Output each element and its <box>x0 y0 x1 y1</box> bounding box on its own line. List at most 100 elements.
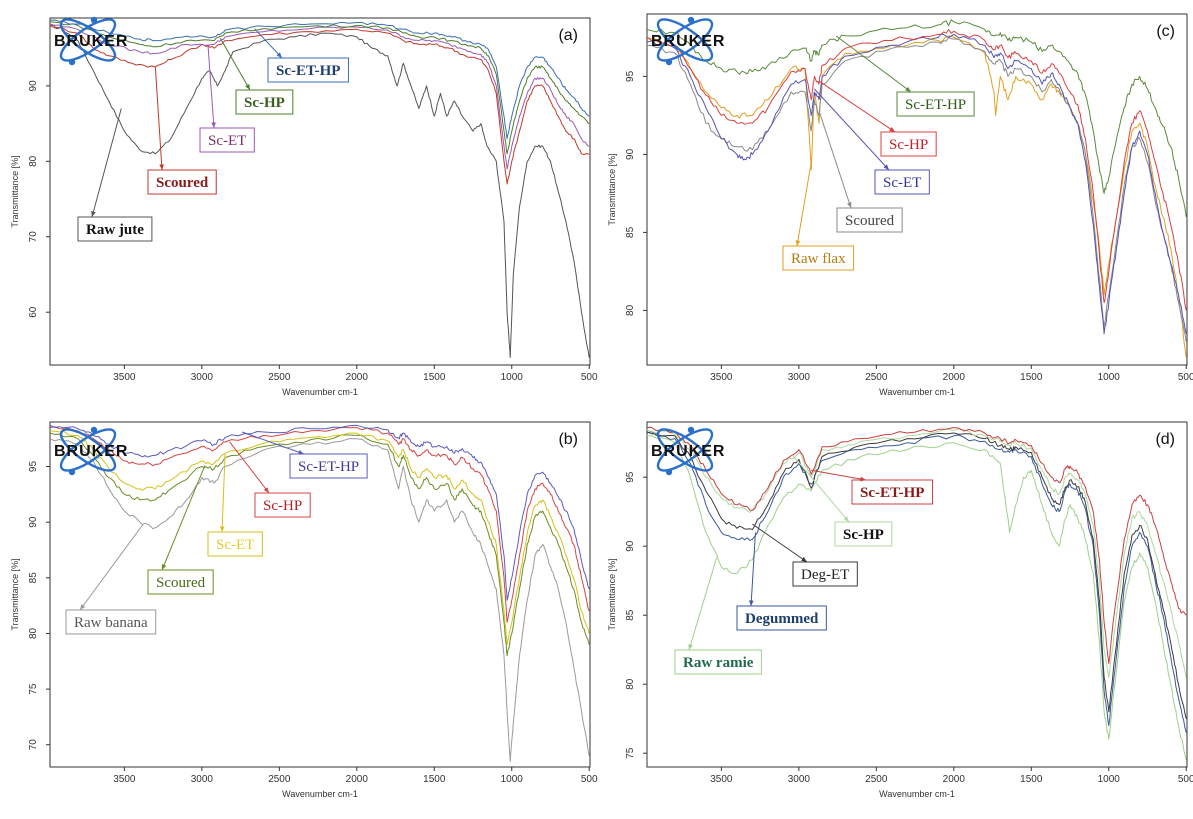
panel-label: (c) <box>1156 23 1175 40</box>
callout-arrowhead <box>159 164 164 170</box>
series-callout-label: Raw jute <box>86 222 144 238</box>
series-callout-label: Scoured <box>156 175 209 191</box>
y-tick-label: 90 <box>28 80 39 92</box>
spectrum-line-sc-et <box>647 33 1187 335</box>
callout-arrowhead <box>80 604 86 610</box>
spectrum-line-sc-hp <box>647 428 1187 678</box>
ftir-chart-d: 3500 3000 2500 2000 1500 1000 500 75 80 85 90 95 Wav… <box>607 421 1193 799</box>
x-tick-label: 500 <box>1178 774 1193 785</box>
y-tick-label: 85 <box>625 609 636 621</box>
callout-arrow-line <box>229 441 270 494</box>
callout-arrowhead <box>161 564 167 570</box>
spectrum-line-sc-hp <box>50 21 590 155</box>
spectrum-line-sc-et-hp <box>647 426 1187 664</box>
series-callout: Raw jute <box>77 108 153 242</box>
logo-dot <box>68 58 76 66</box>
bruker-logo: BRUKER <box>54 426 128 476</box>
series-callout-box <box>736 605 827 631</box>
bruker-logo-text: BRUKER <box>54 443 128 460</box>
series-callout-box <box>851 479 933 505</box>
callout-arrow-line <box>792 454 850 523</box>
series-callout-label: Sc-ET-HP <box>298 459 359 475</box>
x-axis-title: Wavenumber cm-1 <box>879 387 955 397</box>
series-callout: Sc-ET <box>813 88 930 195</box>
spectrum-line-sc-et-hp <box>647 19 1187 217</box>
spectrum-line-scoured <box>50 25 590 185</box>
x-tick-label: 2000 <box>346 372 369 383</box>
callout-arrowhead <box>749 600 754 606</box>
callout-arrowhead <box>795 240 801 246</box>
series-callout: Sc-ET-HP <box>254 28 349 83</box>
series-callout: Raw ramie <box>674 557 762 675</box>
callout-arrow-line <box>161 465 206 571</box>
callout-arrowhead <box>847 202 852 208</box>
series-callout-box <box>896 91 975 117</box>
spectrum-line-sc-et <box>50 23 590 170</box>
spectrum-line-raw-banana <box>50 438 590 762</box>
callout-arrow-line <box>241 431 305 455</box>
series-callout: Sc-ET <box>207 453 263 557</box>
logo-orbit <box>656 18 714 62</box>
spectra-group <box>647 426 1187 761</box>
callout-arrow-line <box>79 524 144 611</box>
callout-arrow-line <box>752 523 808 563</box>
series-callout: Raw banana <box>65 524 157 635</box>
bruker-logo: BRUKER <box>651 426 724 476</box>
spectrum-line-degummed <box>647 431 1187 733</box>
spectrum-line-raw-flax <box>647 35 1187 358</box>
callout-arrowhead <box>276 52 282 58</box>
y-tick-label: 90 <box>28 516 39 528</box>
spectrum-line-deg-et <box>647 431 1187 719</box>
spectrum-line-raw-ramie <box>647 435 1187 761</box>
series-callout-box <box>792 561 858 587</box>
callout-arrow-line <box>813 88 890 171</box>
x-axis-title: Wavenumber cm-1 <box>879 789 955 799</box>
series-callout-label: Sc-HP <box>263 498 302 514</box>
series-callout-box <box>147 569 214 595</box>
x-axis-title: Wavenumber cm-1 <box>282 789 358 799</box>
x-tick-label: 3500 <box>710 774 733 785</box>
y-tick-label: 85 <box>28 572 39 584</box>
logo-orbit <box>656 428 714 472</box>
y-tick-label: 80 <box>28 627 39 639</box>
series-callout-box <box>836 207 903 233</box>
bruker-logo-text: BRUKER <box>651 33 725 50</box>
logo-orbit <box>656 428 714 472</box>
logo-orbit <box>59 428 117 472</box>
ftir-panel-a: 3500 3000 2500 2000 1500 1000 500 60 70 80 90 Waven… <box>0 0 598 408</box>
x-tick-label: 1500 <box>1020 774 1043 785</box>
panel-label: (d) <box>1155 431 1175 448</box>
x-tick-label: 1000 <box>1098 774 1121 785</box>
callout-arrowhead <box>883 164 889 170</box>
ftir-panel-b: 3500 3000 2500 2000 1500 1000 500 70 75 80 85 90 95 W… <box>0 410 598 819</box>
y-tick-label: 80 <box>625 304 636 316</box>
callout-arrowhead <box>905 86 911 92</box>
x-tick-label: 2500 <box>268 774 291 785</box>
callout-arrow-line <box>91 108 122 218</box>
spectrum-line-sc-et-hp <box>50 19 590 140</box>
y-axis-title: Transmittance [%] <box>607 153 617 225</box>
x-tick-label: 3500 <box>113 774 136 785</box>
series-callout-label: Sc-ET-HP <box>860 485 924 501</box>
series-callout: Degummed <box>736 532 827 631</box>
series-callout: Raw flax <box>782 162 855 271</box>
y-tick-label: 80 <box>28 155 39 167</box>
callout-arrow-line <box>811 469 867 481</box>
series-callout: Sc-HP <box>818 80 937 157</box>
callout-arrowhead <box>91 211 96 217</box>
series-callout-box <box>267 57 349 83</box>
x-tick-label: 3000 <box>788 372 811 383</box>
series-callout-box <box>782 245 855 271</box>
panel-label: (a) <box>558 27 578 44</box>
callout-arrowhead <box>263 487 269 493</box>
y-axis-title: Transmittance [%] <box>10 558 20 630</box>
series-callout-box <box>199 127 255 153</box>
x-tick-label: 3000 <box>191 774 214 785</box>
x-tick-label: 2000 <box>943 372 966 383</box>
callout-arrow-line <box>796 162 812 247</box>
x-tick-label: 2500 <box>268 372 291 383</box>
y-tick-label: 80 <box>625 678 636 690</box>
callout-arrowhead <box>860 476 866 482</box>
series-callout: Sc-HP <box>792 454 893 547</box>
callout-arrow-line <box>221 453 226 533</box>
